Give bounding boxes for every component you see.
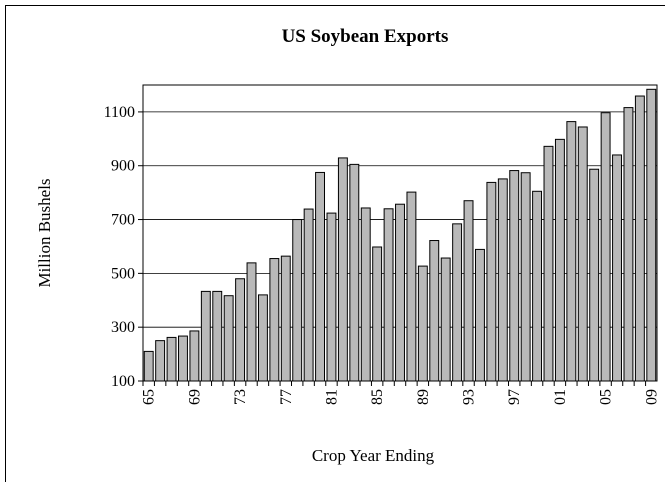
bar-77 [280,255,291,382]
bar-67 [166,336,177,382]
x-tick-label: 69 [186,389,203,405]
bar-89 [417,265,428,382]
y-tick-label: 1100 [104,104,135,121]
bar-82 [337,157,348,382]
bar-97 [509,170,520,382]
chart-frame: US Soybean Exports 100 300 500 700 900 1100 6… [5,5,666,483]
bar-76 [269,258,280,382]
bar-81 [326,212,337,382]
chart-title: US Soybean Exports [282,26,449,47]
bar-91 [440,257,451,382]
x-tick-label: 93 [461,389,478,405]
x-axis-ticks: 65 69 73 77 81 85 89 93 97 01 05 09 [141,381,660,405]
bar-08 [634,95,645,382]
y-axis-ticks: 100 300 500 700 900 1100 [104,104,143,390]
bar-93 [463,200,474,382]
bar-02 [566,121,577,382]
bar-83 [349,163,360,382]
bar-07 [623,107,634,382]
bar-66 [155,340,166,382]
bar-71 [212,290,223,382]
bar-79 [303,208,314,382]
x-axis-label: Crop Year Ending [312,446,435,465]
y-tick-label: 300 [111,319,135,336]
bar-09 [646,88,657,382]
bar-73 [235,278,246,382]
y-axis-label: Million Bushels [35,178,54,287]
bar-92 [452,223,463,382]
x-tick-label: 05 [598,389,615,405]
bar-04 [589,168,600,382]
bar-84 [360,207,371,382]
y-tick-label: 700 [111,212,135,229]
bar-05 [600,112,611,382]
x-tick-label: 81 [323,389,340,405]
y-tick-label: 900 [111,158,135,175]
x-tick-label: 73 [232,389,249,405]
bar-74 [246,262,257,382]
bar-03 [577,126,588,382]
bar-72 [223,295,234,382]
x-tick-label: 77 [278,389,295,405]
y-tick-label: 500 [111,265,135,282]
bar-68 [178,335,188,382]
bar-80 [315,171,325,382]
bar-99 [532,190,543,382]
bar-65 [143,350,154,382]
x-tick-label: 01 [552,389,569,405]
bar-87 [395,203,405,382]
bar-86 [383,208,394,382]
bars [143,88,657,382]
bar-78 [292,219,303,382]
x-tick-label: 09 [643,389,660,405]
y-tick-label: 100 [111,373,135,390]
bar-00 [543,145,554,382]
bar-01 [554,138,565,382]
x-tick-label: 65 [141,389,158,405]
bar-88 [406,191,417,382]
bar-70 [200,290,211,382]
bar-chart: US Soybean Exports 100 300 500 700 900 1100 6… [6,6,666,483]
bar-90 [429,240,440,382]
bar-06 [612,154,622,382]
bar-98 [520,172,531,382]
bar-96 [497,178,508,382]
x-tick-label: 85 [369,389,386,405]
bar-75 [257,294,268,382]
bar-94 [475,248,485,382]
bar-69 [189,330,200,382]
bar-85 [372,246,383,382]
x-tick-label: 97 [506,389,523,405]
x-tick-label: 89 [415,389,432,405]
bar-95 [486,181,497,382]
